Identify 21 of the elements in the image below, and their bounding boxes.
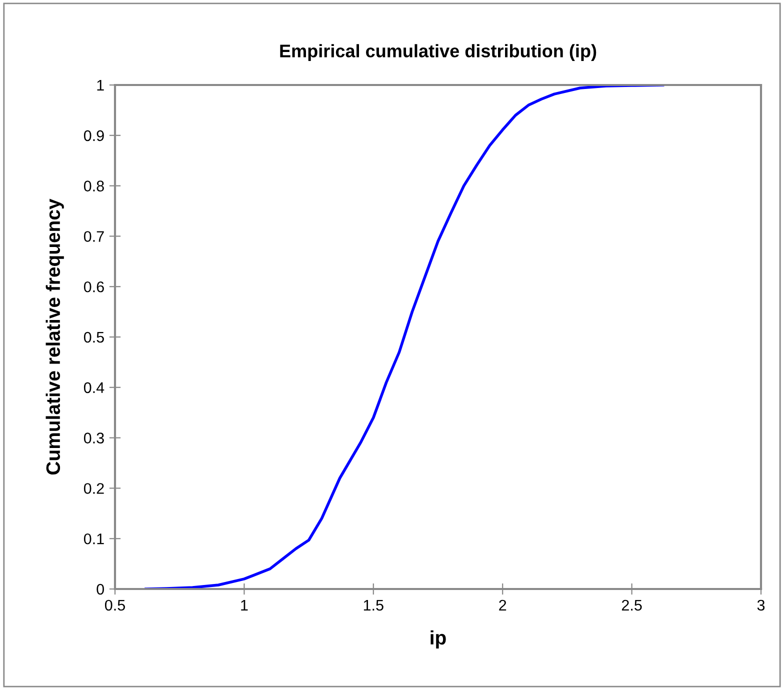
x-tick-label: 1 — [241, 600, 248, 610]
y-tick-label: 0.7 — [84, 231, 104, 242]
x-tick-label: 0.5 — [104, 600, 125, 611]
x-axis-title: ip — [430, 630, 446, 648]
x-tick-label: 3 — [757, 600, 765, 611]
chart-title: Empirical cumulative distribution (ip) — [280, 44, 596, 61]
x-tick-label: 1.5 — [364, 600, 384, 611]
y-tick-label: 0.1 — [84, 533, 104, 544]
line-series — [144, 85, 664, 589]
x-tick-label: 2 — [499, 600, 506, 610]
y-tick-label: 0.5 — [84, 332, 104, 343]
y-tick-label: 0.9 — [84, 130, 104, 142]
y-axis-title: Cumulative relative frequency — [46, 198, 64, 475]
y-tick-label: 0.6 — [84, 281, 104, 292]
y-tick-label: 0.8 — [84, 180, 104, 192]
y-tick-label: 0.2 — [84, 483, 104, 494]
y-tick-label: 0.3 — [84, 432, 104, 444]
y-tick-label: 0 — [96, 584, 104, 595]
y-tick-label: 0.4 — [84, 382, 104, 394]
y-tick-label: 1 — [97, 80, 104, 91]
x-tick-label: 2.5 — [622, 600, 642, 611]
